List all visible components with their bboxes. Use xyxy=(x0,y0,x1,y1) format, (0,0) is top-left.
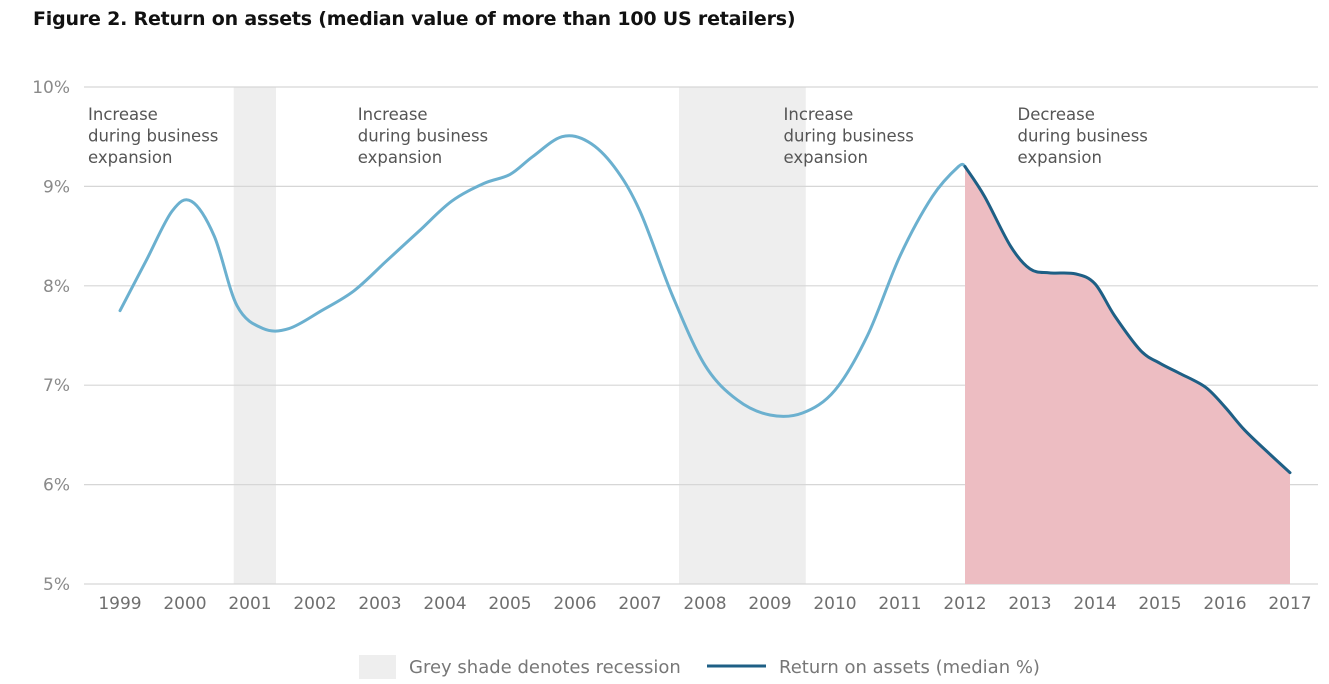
highlight-area xyxy=(965,166,1290,584)
recession-band-1 xyxy=(233,87,276,584)
series-line xyxy=(118,134,1292,475)
annotation-line: Increase xyxy=(358,105,428,124)
x-tick-label: 2012 xyxy=(943,594,986,614)
x-tick-label: 2014 xyxy=(1073,594,1116,614)
legend-label: Return on assets (median %) xyxy=(779,657,1040,678)
x-tick-label: 2000 xyxy=(163,594,206,614)
annotation-line: expansion xyxy=(1018,148,1102,167)
series-line-decrease xyxy=(963,165,1292,475)
annotation-line: expansion xyxy=(784,148,868,167)
y-tick-label: 9% xyxy=(43,177,70,197)
annotation-line: during business xyxy=(358,127,488,146)
y-tick-label: 10% xyxy=(32,78,70,98)
y-tick-label: 8% xyxy=(43,277,70,297)
legend-item-recession: Grey shade denotes recession xyxy=(359,655,681,679)
x-axis-ticks: 1999 2000 2001 2002 2003 2004 2005 2006 2007 2008… xyxy=(98,594,1311,614)
legend: Grey shade denotes recession Return on as… xyxy=(359,655,1040,679)
x-tick-label: 2001 xyxy=(228,594,271,614)
x-tick-label: 2006 xyxy=(553,594,596,614)
annotation-1: Increase during business expansion xyxy=(88,105,218,167)
annotation-line: during business xyxy=(88,127,218,146)
series-line-main xyxy=(118,134,967,418)
x-tick-label: 1999 xyxy=(98,594,141,614)
recession-shading xyxy=(233,87,806,584)
x-tick-label: 2008 xyxy=(683,594,726,614)
x-tick-label: 2015 xyxy=(1138,594,1181,614)
legend-label: Grey shade denotes recession xyxy=(409,657,681,678)
annotation-line: Increase xyxy=(784,105,854,124)
annotation-line: Decrease xyxy=(1018,105,1095,124)
annotation-line: during business xyxy=(1018,127,1148,146)
legend-swatch xyxy=(359,655,396,679)
annotation-4: Decrease during business expansion xyxy=(1018,105,1148,167)
recession-band-2 xyxy=(679,87,806,584)
annotation-2: Increase during business expansion xyxy=(358,105,488,167)
x-tick-label: 2016 xyxy=(1203,594,1246,614)
x-tick-label: 2011 xyxy=(878,594,921,614)
x-tick-label: 2013 xyxy=(1008,594,1051,614)
annotation-line: expansion xyxy=(88,148,172,167)
x-tick-label: 2005 xyxy=(488,594,531,614)
x-tick-label: 2003 xyxy=(358,594,401,614)
chart-title: Figure 2. Return on assets (median value… xyxy=(33,8,796,30)
x-tick-label: 2009 xyxy=(748,594,791,614)
x-tick-label: 2007 xyxy=(618,594,661,614)
x-tick-label: 2004 xyxy=(423,594,466,614)
annotation-line: expansion xyxy=(358,148,442,167)
y-tick-label: 7% xyxy=(43,376,70,396)
legend-item-roa: Return on assets (median %) xyxy=(707,657,1040,678)
y-tick-label: 6% xyxy=(43,476,70,496)
decrease-highlight-area xyxy=(965,166,1290,584)
annotation-line: Increase xyxy=(88,105,158,124)
annotation-3: Increase during business expansion xyxy=(784,105,914,167)
x-tick-label: 2002 xyxy=(293,594,336,614)
y-axis-ticks: 10% 9% 8% 7% 6% 5% xyxy=(32,78,70,595)
y-tick-label: 5% xyxy=(43,575,70,595)
x-tick-label: 2017 xyxy=(1268,594,1311,614)
x-tick-label: 2010 xyxy=(813,594,856,614)
annotation-line: during business xyxy=(784,127,914,146)
